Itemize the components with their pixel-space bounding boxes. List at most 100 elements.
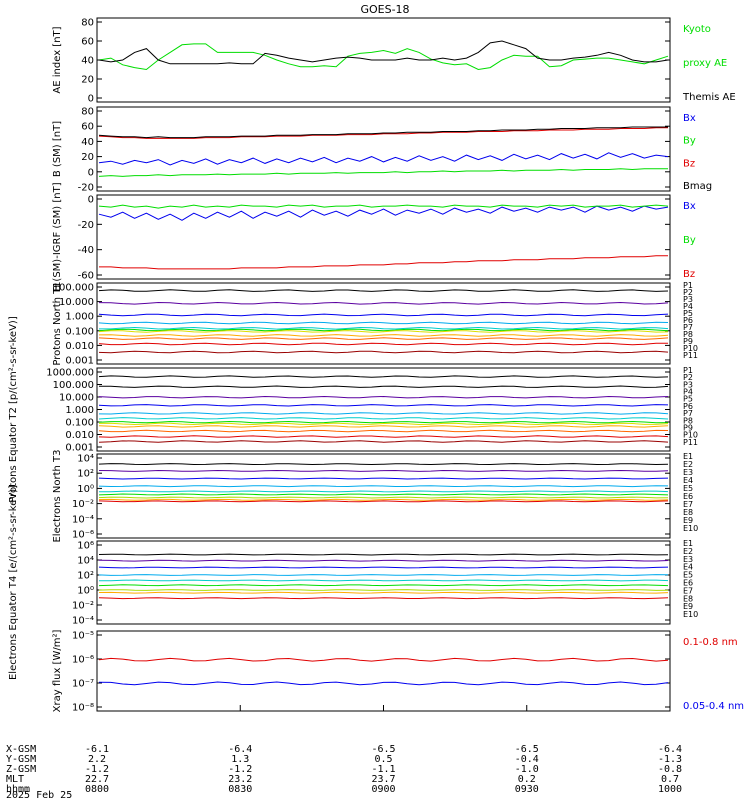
series-line-9 [98, 500, 669, 503]
series-line-1 [98, 205, 669, 221]
ytick-label: 0 [88, 94, 94, 105]
ephem-row-label: Z-GSM [6, 764, 36, 775]
ephem-value: 0.2 [518, 774, 536, 785]
ephem-value: 0.7 [661, 774, 679, 785]
legend-label: P5 [683, 309, 693, 318]
ytick-label: 0.100 [65, 418, 94, 429]
series-line-8 [98, 334, 669, 337]
panel-frame [96, 453, 671, 539]
series-line-10 [98, 342, 668, 346]
ephem-value: -1.3 [658, 754, 682, 765]
ytick-label: -20 [78, 220, 94, 231]
ytick-label: 10⁻² [72, 601, 94, 612]
ytick-label: 40 [81, 137, 94, 148]
ytick-label: 10⁰ [77, 586, 94, 597]
ephem-value: 0800 [85, 784, 109, 795]
legend-label: By [683, 136, 696, 147]
ytick-label: 80 [81, 107, 94, 118]
ytick-label: 10⁶ [77, 541, 94, 552]
series-line-2 [98, 168, 668, 177]
legend-label: E1 [683, 452, 693, 461]
ytick-label: 100.000 [53, 283, 94, 294]
legend-label: P3 [683, 295, 693, 304]
ephem-value: 0930 [515, 784, 539, 795]
ytick-label: 0.010 [65, 430, 94, 441]
ephem-value: -1.2 [85, 764, 109, 775]
legend-label: E2 [683, 547, 693, 556]
legend-label: E4 [683, 476, 693, 485]
series-line-2 [98, 559, 669, 562]
legend-label: E10 [683, 524, 698, 533]
ytick-label: 80 [81, 18, 94, 29]
panel-frame [96, 630, 671, 712]
legend-label: P2 [683, 373, 693, 382]
ytick-label: 20 [81, 152, 94, 163]
ytick-label: 10⁰ [77, 484, 94, 495]
series-line-6 [98, 584, 669, 587]
series-line-2 [98, 204, 669, 209]
ephem-value: 23.7 [371, 774, 395, 785]
ytick-label: 10⁻⁷ [72, 679, 94, 690]
ephem-value: -0.4 [515, 754, 539, 765]
series-line-7 [98, 420, 669, 424]
series-line-4 [98, 574, 669, 576]
ephem-value: 0900 [371, 784, 395, 795]
legend-label: Bz [683, 158, 695, 169]
series-line-8 [98, 422, 669, 426]
series-line-2 [98, 469, 669, 472]
ephem-row-label: hhmm [6, 784, 30, 795]
series-line-3 [98, 566, 669, 569]
ytick-label: 60 [81, 122, 94, 133]
series-line-5 [99, 326, 669, 330]
legend-label: P6 [683, 316, 693, 325]
legend-label: P11 [683, 351, 698, 360]
series-line-5 [99, 579, 669, 582]
panel-frame [96, 282, 671, 365]
legend-label: P11 [683, 438, 698, 447]
series-line-3 [98, 477, 669, 480]
legend-label: E8 [683, 508, 693, 517]
ytick-label: 0.001 [65, 443, 94, 454]
ytick-label: 10⁴ [77, 454, 94, 465]
series-line-4 [98, 321, 669, 325]
series-line-6 [98, 493, 669, 496]
ytick-label: 10² [77, 469, 94, 480]
panels-group: 80 60 40 20 0 AE index [nT] Kyoto proxy AE Themi… [8, 17, 744, 714]
ytick-label: -60 [78, 271, 94, 282]
legend-label: P8 [683, 330, 693, 339]
panel-8: 10⁻⁵ 10⁻⁶ 10⁻⁷ 10⁻⁸ Xray flux [W/m²] 0.1-0.8 … [52, 630, 744, 714]
legend-label: E3 [683, 555, 693, 564]
ephem-value: 2.2 [88, 754, 106, 765]
ytick-label: -40 [78, 245, 94, 256]
series-line-2 [98, 301, 669, 305]
ytick-label: 20 [81, 75, 94, 86]
series-line-2 [98, 681, 669, 686]
ytick-label: 1000.000 [46, 368, 94, 379]
series-line-7 [98, 330, 669, 333]
date-label: 2025 Feb 25 [6, 790, 72, 800]
ytick-label: -20 [78, 183, 94, 194]
ytick-label: 1.000 [65, 312, 94, 323]
legend-label: P2 [683, 288, 693, 297]
legend-label: P7 [683, 323, 693, 332]
series-line-6 [98, 417, 669, 420]
ytick-label: 10⁻⁴ [72, 616, 94, 627]
legend-label: P9 [683, 423, 693, 432]
ytick-label: 0.010 [65, 341, 94, 352]
legend-label: E6 [683, 492, 693, 501]
series-line-5 [99, 490, 669, 493]
panel-4: 100.000 10.000 1.000 0.100 0.010 0.001Protons… [52, 281, 698, 367]
legend-label: P6 [683, 402, 693, 411]
ephemeris-table: X-GSMY-GSMZ-GSMMLThhmm-6.12.2-1.222.7080… [6, 705, 682, 795]
ytick-label: 10.000 [59, 393, 94, 404]
series-line-10 [98, 429, 669, 433]
legend-label: Bx [683, 113, 696, 124]
legend-label: P1 [683, 281, 693, 290]
series-line-8 [98, 591, 669, 594]
legend-label: E6 [683, 579, 693, 588]
ytick-label: 10⁻⁸ [72, 703, 94, 714]
series-line-7 [98, 496, 669, 499]
panel-2: 80 60 40 20 0 -20 B (SM) [nT] Bx By Bz Bmag [52, 106, 712, 194]
series-line-2 [98, 40, 669, 65]
